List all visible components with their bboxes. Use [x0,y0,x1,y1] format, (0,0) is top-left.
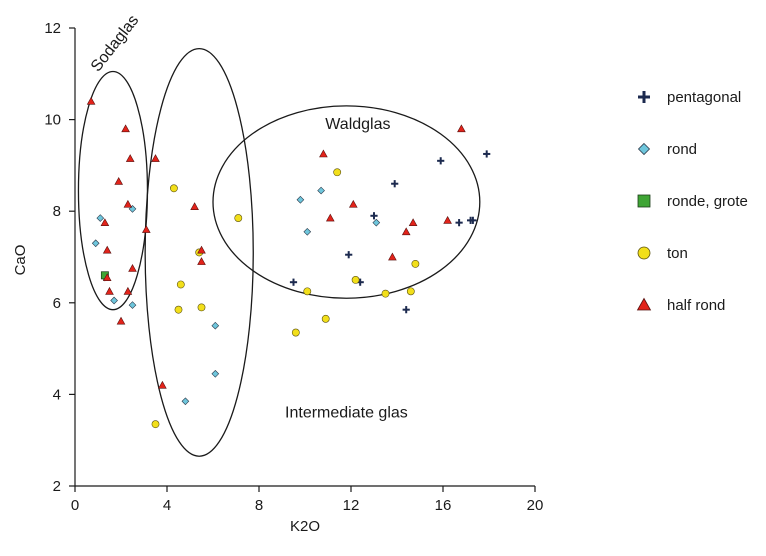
point-rond [372,218,381,227]
point-ton [321,314,330,323]
point-ton [381,289,390,298]
point-ton [174,305,183,314]
legend-label-ton: ton [667,245,688,262]
legend-marker-rond [637,142,651,156]
legend-label-pentagonal: pentagonal [667,89,741,106]
point-half-rond [197,245,206,254]
point-half-rond [128,264,137,272]
point-half-rond [319,149,328,158]
point-half-rond [158,380,167,389]
point-ton [151,420,160,429]
group-ellipses [77,47,481,457]
point-pentagonal [391,180,399,188]
point-half-rond [86,96,96,105]
point-pentagonal [402,306,410,314]
point-rond [296,195,305,204]
legend-label-half-rond: half rond [667,297,725,314]
point-ton [169,184,178,193]
x-axis-title: K2O [290,518,320,535]
point-rond [91,239,100,248]
annotation-label: Intermediate glas [285,404,408,421]
group-ellipse-1 [77,70,149,311]
y-tick-label: 8 [53,203,61,220]
data-points [86,96,491,429]
point-pentagonal [437,157,445,165]
point-half-rond [388,252,397,261]
point-half-rond [408,218,418,226]
point-pentagonal [370,212,378,220]
point-ton [333,168,342,177]
point-pentagonal [289,278,298,286]
point-rond [96,214,105,222]
x-tick-label: 0 [71,497,79,514]
annotation-label: Sodaglas [88,12,142,75]
point-rond [128,301,137,309]
point-rond [110,296,118,305]
point-half-rond [102,245,112,254]
point-rond [181,397,190,406]
point-half-rond [348,199,358,208]
point-ton [197,303,206,312]
x-tick-label: 16 [435,497,452,514]
group-ellipse-3 [212,105,481,299]
point-rond [317,186,325,195]
point-half-rond [102,273,112,281]
point-rond [211,321,220,330]
point-ton [234,214,243,222]
point-ton [303,287,312,296]
point-half-rond [123,199,133,208]
point-pentagonal [345,251,353,259]
y-tick-label: 10 [44,112,61,129]
point-pentagonal [455,219,463,227]
axes [74,28,535,487]
point-rond [211,369,220,378]
point-ton [406,287,415,296]
point-ton [291,328,300,337]
y-tick-label: 4 [53,386,61,403]
point-rond [128,205,137,213]
annotations: Sodaglas Waldglas Intermediate glas [88,12,408,421]
x-tick-label: 4 [163,497,171,514]
point-pentagonal [469,216,477,224]
y-axis-title: CaO [12,245,29,276]
point-half-rond [116,316,126,325]
point-ton [176,280,185,289]
legend: pentagonal rond ronde, grote ton half rond [636,89,748,314]
point-pentagonal [483,150,491,158]
legend-marker-ton [637,246,651,260]
point-half-rond [123,286,133,295]
y-tick-label: 2 [53,478,61,495]
point-half-rond [141,225,151,233]
point-half-rond [401,227,411,236]
point-half-rond [114,177,124,185]
point-half-rond [100,218,110,226]
x-tick-label: 20 [527,497,544,514]
point-half-rond [443,215,452,224]
point-half-rond [457,124,466,133]
legend-label-rond: rond [667,141,697,158]
point-half-rond [197,257,206,265]
point-half-rond [121,124,130,133]
point-half-rond [151,154,160,162]
x-tick-label: 12 [343,497,360,514]
x-tick-label: 8 [255,497,263,514]
legend-marker-ronde-grote [637,194,651,208]
point-rond [303,227,312,236]
point-ton [351,275,360,284]
point-half-rond [190,202,199,210]
group-ellipse-2 [144,47,254,457]
point-half-rond [105,286,114,295]
legend-marker-half-rond [636,297,652,311]
y-tick-label: 12 [44,20,61,37]
annotation-label: Waldglas [325,116,390,133]
point-half-rond [325,213,335,222]
legend-label-ronde-grote: ronde, grote [667,193,748,210]
y-tick-label: 6 [53,295,61,312]
point-ton [411,259,420,268]
legend-marker-pentagonal [638,91,650,103]
point-half-rond [125,154,135,162]
